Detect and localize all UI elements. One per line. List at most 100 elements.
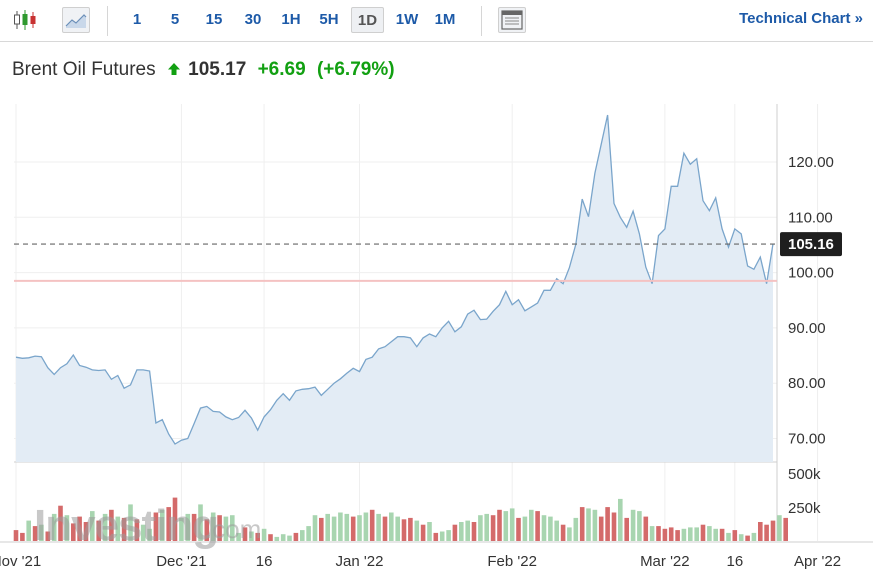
volume-bar [249,531,254,541]
volume-bar [32,526,38,541]
volume-bar [382,516,388,541]
timeframe-5[interactable]: 5 [170,11,180,28]
investing-watermark: Investing.com [34,501,261,550]
volume-bar [758,522,763,541]
volume-bar [395,516,400,541]
volume-bar [83,522,89,541]
volume-bar [350,516,356,541]
volume-bar [172,497,178,541]
volume-bar [503,511,509,541]
time-tick-label: Feb '22 [487,553,537,570]
timeframe-1h[interactable]: 1H [281,11,301,28]
candlestick-icon[interactable] [12,7,40,33]
volume-bar [134,519,140,541]
volume-bar [548,516,553,541]
time-tick-label: 16 [726,553,743,570]
volume-bar [408,517,413,541]
volume-bar [204,519,210,541]
volume-bar [287,535,292,541]
volume-bar [618,498,623,541]
toolbar-divider [107,6,108,36]
volume-bar [160,509,165,541]
volume-bar [465,520,470,541]
volume-bar [738,534,744,541]
volume-bar [777,515,782,541]
volume-bar [560,524,566,541]
time-tick-label: Jan '22 [336,553,384,570]
timeframe-15[interactable]: 15 [205,11,223,28]
area-chart-icon[interactable] [62,7,90,33]
volume-bar [51,513,57,541]
volume-bar [261,528,267,541]
volume-bar [643,516,649,541]
price-tick-label: 100.00 [788,265,834,282]
volume-bar [26,520,31,541]
last-price-label: 105.16 [788,236,834,253]
volume-bar [153,512,159,541]
volume-bar [64,515,70,541]
volume-bar [554,520,559,541]
volume-bar [509,508,515,541]
volume-bar [579,507,585,541]
layout-icon[interactable] [498,7,526,33]
timeframe-5h[interactable]: 5H [319,11,339,28]
timeframe-1w[interactable]: 1W [395,11,419,28]
volume-bar [668,527,674,541]
volume-bar [77,516,82,541]
volume-bar [630,509,636,541]
watermark-suffix: .com [205,514,261,544]
volume-series [13,497,788,541]
volume-bar [707,526,712,541]
volume-bar [140,524,146,541]
timeframe-1d[interactable]: 1D [351,7,384,33]
volume-bar [20,532,25,541]
volume-bar [280,534,286,541]
volume-bar [319,517,324,541]
volume-bar [637,511,642,541]
time-tick-label: Apr '22 [794,553,841,570]
volume-bar [268,534,273,541]
volume-bar [688,527,693,541]
time-axis: Nov '21 Dec '21 16 Jan '22 Feb '22 Mar '22 16 A… [0,553,841,570]
volume-bar [700,524,706,541]
volume-bar [433,532,439,541]
volume-bar [191,513,197,541]
volume-bar [427,522,432,541]
volume-tick-label: 250k [788,500,821,517]
volume-bar [439,531,445,541]
volume-bar [45,531,51,541]
timeframe-1[interactable]: 1 [132,11,142,28]
volume-bar [732,530,738,541]
volume-bar [567,527,572,541]
price-change-percent: (+6.79%) [316,59,395,80]
arrow-up-icon [167,60,181,75]
volume-bar [649,526,655,541]
volume-bar [522,516,528,541]
instrument-name: Brent Oil Futures [12,59,156,80]
volume-bar [293,532,299,541]
price-axis: 70.00 80.00 90.00 100.00 110.00 120.00 [788,154,834,448]
volume-bar [751,532,757,541]
volume-bar [605,507,610,541]
volume-bar [719,528,725,541]
technical-chart-link[interactable]: Technical Chart » [739,10,863,27]
volume-bar [13,530,19,541]
volume-bar [452,524,458,541]
volume-bar [357,515,362,541]
volume-bar [331,516,337,541]
volume-bar [681,528,687,541]
volume-bar [338,512,343,541]
quote-header: Brent Oil Futures 105.17 +6.69 (+6.79%) [12,59,395,81]
volume-tick-label: 500k [788,466,821,483]
volume-bar [624,517,629,541]
toolbar-divider [481,6,482,36]
timeframe-1m[interactable]: 1M [434,11,456,28]
volume-bar [185,513,191,541]
volume-bar [497,509,502,541]
timeframe-30[interactable]: 30 [244,11,262,28]
volume-bar [128,504,133,541]
volume-bar [662,528,668,541]
volume-bar [516,517,521,541]
volume-bar [414,520,420,541]
